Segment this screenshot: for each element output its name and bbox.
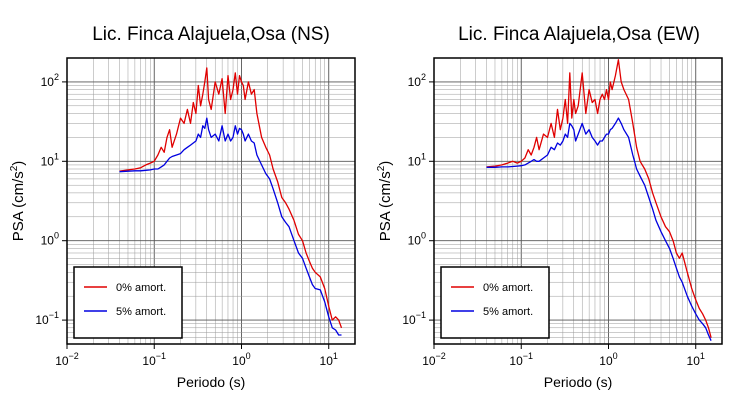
x-tick-label: 101 <box>320 351 338 368</box>
x-axis-ticks: 10−2 10−1 100 101 <box>55 344 338 368</box>
y-tick-label: 100 <box>408 231 426 248</box>
y-tick-base: 10 <box>408 234 422 248</box>
series-line-damping-0 <box>119 67 343 329</box>
y-tick-exp: 2 <box>421 72 426 82</box>
x-tick-base: 10 <box>142 354 156 368</box>
y-tick-base: 10 <box>402 313 416 327</box>
x-tick-base: 10 <box>509 354 523 368</box>
x-tick-exp: −2 <box>436 351 446 361</box>
x-tick-label: 10−2 <box>422 351 446 368</box>
plot-frame <box>433 57 723 345</box>
y-axis-label-main: PSA (cm/s <box>377 171 394 241</box>
y-axis-label-sup: 2 <box>9 165 20 171</box>
plot-frame <box>66 57 356 345</box>
x-axis-label: Periodo (s) <box>177 374 245 390</box>
y-tick-base: 10 <box>41 234 55 248</box>
x-tick-exp: −1 <box>523 351 533 361</box>
x-tick-label: 10−1 <box>142 351 166 368</box>
x-tick-base: 10 <box>55 354 69 368</box>
y-tick-exp: 2 <box>54 72 59 82</box>
series-line-damping-5 <box>119 117 342 336</box>
y-tick-label: 10−1 <box>402 310 426 327</box>
x-tick-base: 10 <box>232 354 246 368</box>
y-tick-label: 101 <box>408 151 426 168</box>
y-axis-label-main: PSA (cm/s <box>10 171 27 241</box>
x-tick-base: 10 <box>687 354 701 368</box>
chart-title: Lic. Finca Alajuela,Osa (NS) <box>92 24 330 45</box>
y-tick-label: 10−1 <box>35 310 59 327</box>
y-tick-exp: −1 <box>49 310 59 320</box>
y-axis-label-end: ) <box>10 161 27 166</box>
y-tick-exp: 0 <box>421 231 426 241</box>
legend-label-0: 0% amort. <box>116 282 166 294</box>
y-tick-exp: 0 <box>54 231 59 241</box>
y-axis-label: PSA (cm/s2) <box>9 161 27 242</box>
legend-label-1: 5% amort. <box>116 306 166 318</box>
x-tick-base: 10 <box>599 354 613 368</box>
x-tick-label: 100 <box>232 351 250 368</box>
x-tick-exp: 1 <box>333 351 338 361</box>
x-tick-base: 10 <box>320 354 334 368</box>
y-tick-label: 102 <box>408 72 426 89</box>
y-tick-base: 10 <box>41 75 55 89</box>
y-tick-exp: 1 <box>54 151 59 161</box>
y-tick-exp: −1 <box>416 310 426 320</box>
y-axis-label-end: ) <box>377 161 394 166</box>
chart-title: Lic. Finca Alajuela,Osa (EW) <box>458 24 700 45</box>
y-tick-label: 100 <box>41 231 59 248</box>
x-tick-exp: 0 <box>613 351 618 361</box>
x-axis-label: Periodo (s) <box>544 374 612 390</box>
y-tick-label: 101 <box>41 151 59 168</box>
y-tick-base: 10 <box>408 154 422 168</box>
x-axis-ticks: 10−2 10−1 100 101 <box>422 344 705 368</box>
legend-box <box>73 266 183 339</box>
series-line-damping-0 <box>486 59 712 338</box>
chart-ns: Lic. Finca Alajuela,Osa (NS) 10−2 10−1 100… <box>9 24 356 390</box>
x-tick-base: 10 <box>422 354 436 368</box>
x-tick-label: 100 <box>599 351 617 368</box>
y-tick-base: 10 <box>35 313 49 327</box>
x-tick-exp: 1 <box>700 351 705 361</box>
legend-label-0: 0% amort. <box>483 282 533 294</box>
legend: 0% amort. 5% amort. <box>73 266 183 339</box>
legend-box <box>440 266 550 339</box>
x-tick-label: 101 <box>687 351 705 368</box>
x-tick-exp: −1 <box>156 351 166 361</box>
y-tick-base: 10 <box>408 75 422 89</box>
series-line-damping-5 <box>486 117 712 341</box>
y-tick-base: 10 <box>41 154 55 168</box>
chart-ew: Lic. Finca Alajuela,Osa (EW) 10−2 10−1 100… <box>376 24 723 390</box>
legend-label-1: 5% amort. <box>483 306 533 318</box>
y-axis-label-sup: 2 <box>376 165 387 171</box>
plot-area <box>119 67 343 336</box>
y-tick-exp: 1 <box>421 151 426 161</box>
legend: 0% amort. 5% amort. <box>440 266 550 339</box>
x-tick-exp: 0 <box>246 351 251 361</box>
y-tick-label: 102 <box>41 72 59 89</box>
x-tick-label: 10−1 <box>509 351 533 368</box>
x-tick-exp: −2 <box>69 351 79 361</box>
y-axis-label: PSA (cm/s2) <box>376 161 394 242</box>
x-tick-label: 10−2 <box>55 351 79 368</box>
plot-area <box>486 59 712 341</box>
